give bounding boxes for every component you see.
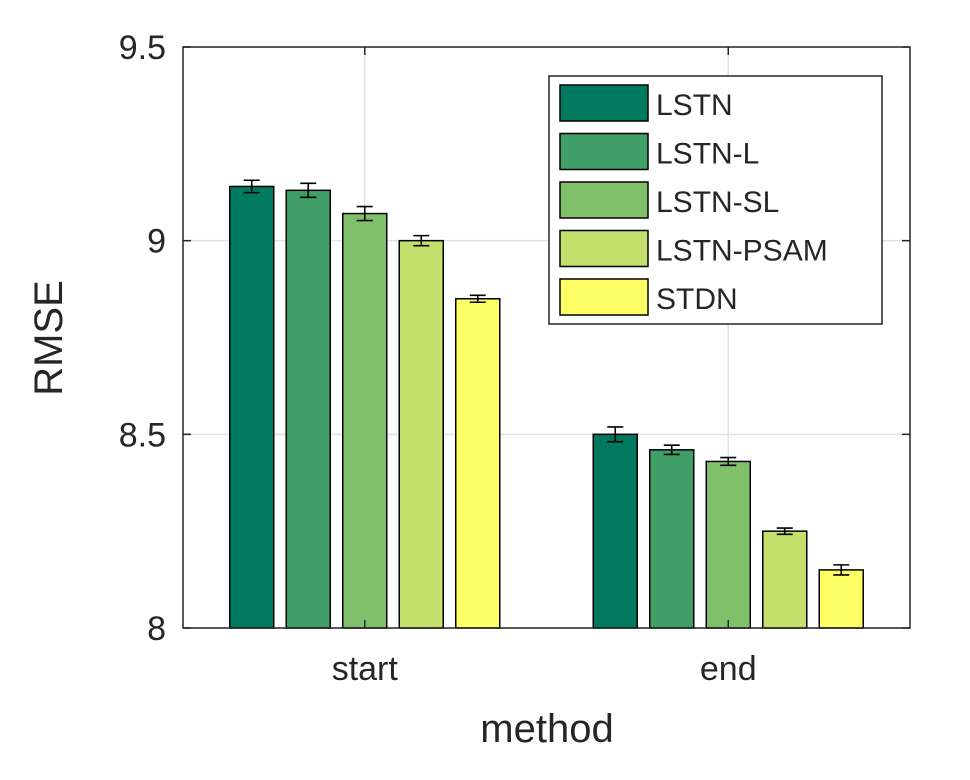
bar-lstn-psam-start bbox=[398, 239, 444, 629]
y-tick-label: 8 bbox=[147, 610, 166, 648]
x-tick-label: start bbox=[332, 650, 399, 688]
y-tick-label: 9.5 bbox=[119, 29, 166, 67]
error-bar-stdn-start bbox=[469, 294, 486, 304]
legend-label: STDN bbox=[656, 283, 738, 316]
error-bars bbox=[243, 179, 850, 576]
legend-swatch bbox=[559, 181, 649, 219]
bar-lstn-end bbox=[592, 433, 638, 629]
error-bar-lstn-psam-end bbox=[776, 527, 793, 536]
legend-item-lstn: LSTN bbox=[559, 84, 733, 122]
error-bar-lstn-l-start bbox=[300, 182, 317, 199]
legend-item-stdn: STDN bbox=[559, 278, 738, 316]
legend-label: LSTN-SL bbox=[656, 186, 779, 219]
legend-swatch bbox=[559, 278, 649, 316]
error-bar-lstn-l-end bbox=[663, 444, 680, 456]
legend-swatch bbox=[559, 132, 649, 171]
error-bar-stdn-end bbox=[833, 564, 850, 576]
legend-item-lstn-l: LSTN-L bbox=[559, 132, 759, 171]
bar-stdn-end bbox=[818, 569, 864, 629]
legend: LSTN LSTN-L LSTN-SL LSTN-PSAM STDN bbox=[548, 75, 883, 325]
bar-lstn-sl-start bbox=[342, 212, 388, 629]
legend-label: LSTN-PSAM bbox=[656, 235, 828, 268]
legend-label: LSTN bbox=[656, 89, 733, 122]
error-bar-lstn-end bbox=[607, 426, 624, 443]
legend-swatch bbox=[559, 84, 649, 122]
y-tick-label: 8.5 bbox=[119, 416, 166, 454]
bar-lstn-psam-end bbox=[762, 530, 808, 629]
x-axis-label: method bbox=[480, 707, 613, 751]
legend-swatch bbox=[559, 229, 649, 268]
legend-label: LSTN-L bbox=[656, 138, 759, 171]
bar-lstn-l-end bbox=[649, 449, 695, 629]
axes bbox=[182, 46, 911, 629]
bar-lstn-l-start bbox=[285, 189, 331, 629]
error-bar-lstn-sl-end bbox=[720, 456, 737, 467]
bar-stdn-start bbox=[455, 298, 501, 629]
bar-lstn-start bbox=[229, 185, 275, 629]
error-bar-lstn-psam-start bbox=[413, 234, 430, 247]
error-bar-lstn-sl-start bbox=[356, 205, 373, 222]
x-tick-label: end bbox=[700, 650, 757, 688]
legend-item-lstn-sl: LSTN-SL bbox=[559, 181, 779, 219]
tick-labels: 8 8.5 9 9.5 start end bbox=[119, 29, 757, 688]
plot-frame bbox=[182, 46, 911, 629]
y-tick-label: 9 bbox=[147, 223, 166, 261]
error-bar-lstn-start bbox=[243, 179, 260, 194]
bar-lstn-sl-end bbox=[705, 460, 751, 629]
legend-item-lstn-psam: LSTN-PSAM bbox=[559, 229, 828, 268]
y-axis-label: RMSE bbox=[27, 280, 71, 396]
